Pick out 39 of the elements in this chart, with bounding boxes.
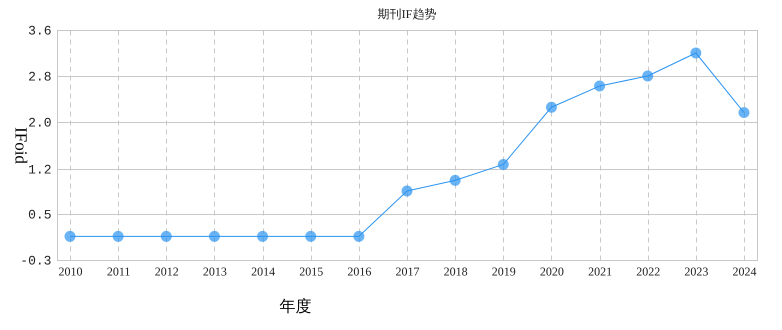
point [498,158,509,170]
x-tick-label: 2023 [684,264,708,278]
point [305,230,316,242]
point [690,48,702,58]
x-axis-title: 年度 [280,298,312,316]
point [64,230,76,242]
y-tick-label: 3.6 [28,24,52,38]
point [257,230,268,242]
x-tick-label: 2013 [202,264,227,278]
x-tick-label: 2016 [347,264,372,278]
point [208,230,220,242]
x-tick-label: 2018 [444,264,468,278]
point [738,107,750,118]
y-tick-label: 1.2 [28,162,52,178]
y-tick-label: 2.8 [28,70,52,84]
x-tick-label: 2012 [154,264,179,278]
y-tick-label: -0.3 [20,254,52,268]
x-tick-label: 2020 [540,264,564,278]
x-tick-label: 2010 [58,264,82,278]
y-tick-label: 2.0 [28,116,52,130]
y-tick-label: 0.5 [28,208,52,222]
point [642,70,654,82]
chart-title: 期刊IF趋势 [378,7,436,21]
point [353,230,364,242]
x-tick-label: 2024 [732,264,756,278]
x-tick-label: 2014 [251,264,276,278]
point [160,230,172,242]
x-tick-label: 2011 [106,264,130,278]
x-tick-label: 2017 [396,264,420,278]
x-tick-label: 2019 [492,264,516,278]
point [546,102,557,113]
x-tick-label: 2021 [588,264,612,278]
point [594,80,606,92]
y-axis-title: IFoid [12,127,30,164]
x-tick-label: 2015 [299,264,324,278]
point [402,186,412,196]
x-tick-label: 2022 [636,264,660,278]
point [112,230,124,242]
point [450,174,461,186]
